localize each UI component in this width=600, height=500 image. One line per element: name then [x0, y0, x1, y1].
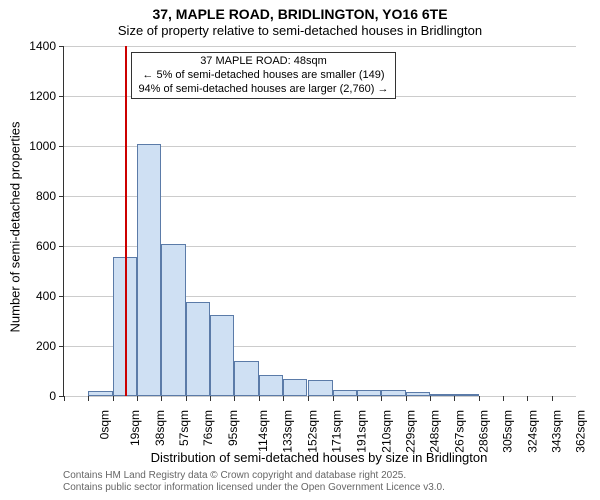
- x-tick-mark: [234, 396, 235, 401]
- x-tick-mark: [64, 396, 65, 401]
- x-tick-mark: [210, 396, 211, 401]
- histogram-bar: [88, 391, 112, 396]
- histogram-bar: [333, 390, 357, 396]
- x-tick-mark: [161, 396, 162, 401]
- x-tick-mark: [308, 396, 309, 401]
- y-axis-label: Number of semi-detached properties: [8, 113, 23, 333]
- info-line-2: ← 5% of semi-detached houses are smaller…: [138, 69, 388, 83]
- chart-container: 37, MAPLE ROAD, BRIDLINGTON, YO16 6TE Si…: [0, 0, 600, 500]
- info-line-1: 37 MAPLE ROAD: 48sqm: [138, 55, 388, 69]
- histogram-bar: [283, 379, 307, 396]
- info-box: 37 MAPLE ROAD: 48sqm← 5% of semi-detache…: [131, 52, 395, 99]
- footer-line-2: Contains public sector information licen…: [63, 482, 445, 494]
- x-tick-mark: [333, 396, 334, 401]
- histogram-bar: [234, 361, 258, 396]
- x-tick-label: 248sqm: [428, 410, 442, 453]
- x-tick-mark: [381, 396, 382, 401]
- x-tick-label: 191sqm: [355, 410, 369, 453]
- x-tick-label: 343sqm: [550, 410, 564, 453]
- x-tick-mark: [259, 396, 260, 401]
- x-axis-label: Distribution of semi-detached houses by …: [63, 450, 575, 465]
- plot-area: 020040060080010001200140037 MAPLE ROAD: …: [63, 46, 576, 397]
- histogram-bar: [406, 392, 430, 396]
- x-tick-mark: [552, 396, 553, 401]
- x-tick-mark: [503, 396, 504, 401]
- x-tick-label: 19sqm: [128, 410, 142, 446]
- x-tick-label: 133sqm: [281, 410, 295, 453]
- chart-title: 37, MAPLE ROAD, BRIDLINGTON, YO16 6TE: [0, 0, 600, 23]
- x-tick-mark: [454, 396, 455, 401]
- histogram-bar: [454, 394, 478, 396]
- y-grid-line: [64, 396, 576, 397]
- x-tick-label: 38sqm: [153, 410, 167, 446]
- x-tick-label: 152sqm: [305, 410, 319, 453]
- x-tick-mark: [283, 396, 284, 401]
- x-tick-mark: [88, 396, 89, 401]
- x-tick-label: 114sqm: [256, 410, 270, 452]
- x-tick-label: 0sqm: [97, 410, 111, 439]
- x-tick-mark: [186, 396, 187, 401]
- y-tick-label: 0: [49, 389, 56, 403]
- info-line-3: 94% of semi-detached houses are larger (…: [138, 83, 388, 97]
- histogram-bar: [186, 302, 210, 396]
- x-tick-label: 324sqm: [525, 410, 539, 453]
- histogram-bar: [357, 390, 381, 396]
- y-tick-mark: [59, 246, 64, 247]
- x-tick-mark: [137, 396, 138, 401]
- x-tick-label: 171sqm: [330, 410, 344, 453]
- y-tick-mark: [59, 146, 64, 147]
- x-tick-label: 76sqm: [201, 410, 215, 446]
- x-tick-label: 229sqm: [404, 410, 418, 453]
- reference-line: [125, 46, 127, 396]
- x-tick-mark: [113, 396, 114, 401]
- y-tick-label: 1000: [29, 139, 56, 153]
- y-tick-label: 1400: [29, 39, 56, 53]
- x-tick-label: 210sqm: [380, 410, 394, 453]
- y-tick-mark: [59, 46, 64, 47]
- y-tick-mark: [59, 96, 64, 97]
- y-tick-label: 800: [36, 189, 56, 203]
- x-tick-label: 362sqm: [574, 410, 588, 453]
- x-tick-label: 286sqm: [477, 410, 491, 453]
- y-grid-line: [64, 46, 576, 47]
- histogram-bar: [259, 375, 283, 396]
- y-tick-label: 1200: [29, 89, 56, 103]
- x-tick-mark: [430, 396, 431, 401]
- x-tick-label: 267sqm: [452, 410, 466, 453]
- y-tick-mark: [59, 196, 64, 197]
- y-tick-label: 600: [36, 239, 56, 253]
- histogram-bar: [430, 394, 454, 397]
- x-tick-mark: [527, 396, 528, 401]
- chart-footer: Contains HM Land Registry data © Crown c…: [63, 470, 445, 494]
- x-tick-mark: [357, 396, 358, 401]
- footer-line-1: Contains HM Land Registry data © Crown c…: [63, 470, 445, 482]
- x-tick-label: 95sqm: [226, 410, 240, 446]
- histogram-bar: [381, 390, 405, 397]
- chart-subtitle: Size of property relative to semi-detach…: [0, 23, 600, 39]
- histogram-bar: [210, 315, 234, 396]
- x-tick-label: 305sqm: [501, 410, 515, 453]
- y-tick-mark: [59, 296, 64, 297]
- histogram-bar: [308, 380, 332, 397]
- y-tick-label: 200: [36, 339, 56, 353]
- histogram-bar: [161, 244, 185, 397]
- x-tick-mark: [406, 396, 407, 401]
- x-tick-label: 57sqm: [177, 410, 191, 446]
- histogram-bar: [137, 144, 161, 397]
- y-tick-mark: [59, 346, 64, 347]
- y-tick-label: 400: [36, 289, 56, 303]
- x-tick-mark: [479, 396, 480, 401]
